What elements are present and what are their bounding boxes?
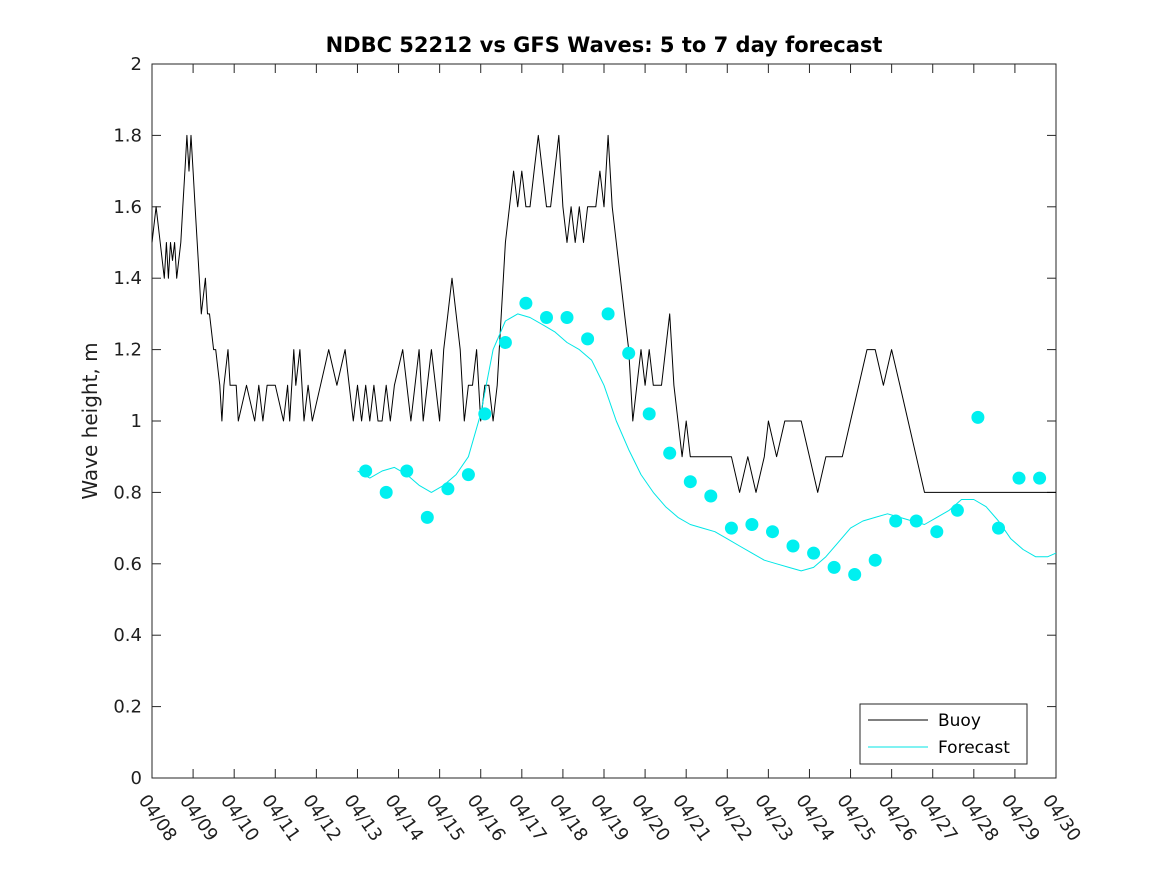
forecast-point	[868, 553, 882, 567]
legend-label-forecast: Forecast	[938, 738, 1010, 758]
forecast-point	[461, 468, 475, 482]
y-tick-label: 0.2	[113, 697, 142, 718]
forecast-point	[745, 518, 759, 531]
legend-label-buoy: Buoy	[938, 711, 981, 731]
forecast-point	[560, 311, 574, 324]
forecast-point	[379, 485, 393, 499]
forecast-point	[909, 514, 923, 528]
forecast-point	[622, 346, 636, 360]
forecast-point	[1012, 471, 1026, 485]
forecast-point	[848, 568, 862, 581]
forecast-point	[359, 464, 373, 478]
forecast-point	[992, 521, 1005, 535]
forecast-markers	[359, 296, 1047, 581]
forecast-point	[663, 446, 677, 460]
forecast-point	[766, 525, 779, 539]
forecast-point	[400, 464, 414, 478]
forecast-point	[581, 332, 595, 346]
forecast-point	[420, 510, 434, 524]
forecast-point	[519, 296, 533, 310]
forecast-point	[1033, 471, 1047, 485]
forecast-point	[441, 482, 455, 496]
y-tick-label: 0.4	[113, 625, 142, 646]
forecast-point	[971, 410, 985, 424]
y-axis-label: Wave height, m	[78, 342, 102, 499]
y-tick-label: 1.6	[113, 197, 142, 218]
y-tick-label: 0.8	[113, 482, 142, 503]
y-tick-label: 0	[131, 768, 142, 789]
y-tick-label: 1.2	[113, 340, 142, 361]
legend: Buoy Forecast	[859, 703, 1028, 765]
forecast-point	[540, 311, 553, 324]
series-line-forecast	[357, 313, 1057, 572]
forecast-point	[704, 489, 718, 503]
plot-area	[151, 63, 1057, 779]
y-tick-label: 1.8	[113, 125, 142, 146]
forecast-point	[683, 475, 697, 489]
y-tick-label: 1.4	[113, 268, 142, 289]
legend-box	[859, 703, 1028, 765]
forecast-point	[950, 503, 964, 517]
forecast-point	[498, 336, 512, 349]
y-tick-label: 1	[131, 411, 142, 432]
forecast-point	[642, 407, 656, 421]
y-tick-label: 0.6	[113, 554, 142, 575]
forecast-point	[724, 521, 738, 535]
forecast-point	[807, 546, 821, 560]
y-tick-label: 2	[131, 54, 142, 75]
forecast-point	[786, 539, 800, 553]
series-layer	[151, 134, 1057, 572]
forecast-point	[827, 560, 841, 574]
forecast-point	[889, 514, 903, 528]
forecast-point	[930, 525, 944, 539]
chart-title: NDBC 52212 vs GFS Waves: 5 to 7 day fore…	[326, 33, 883, 57]
series-line-buoy	[151, 134, 1056, 493]
forecast-point	[601, 307, 615, 321]
forecast-point	[478, 407, 492, 421]
y-axis: 0 0.2 0.4 0.6 0.8 1 1.2 1.4 1.6 1.8 2	[113, 54, 1056, 789]
